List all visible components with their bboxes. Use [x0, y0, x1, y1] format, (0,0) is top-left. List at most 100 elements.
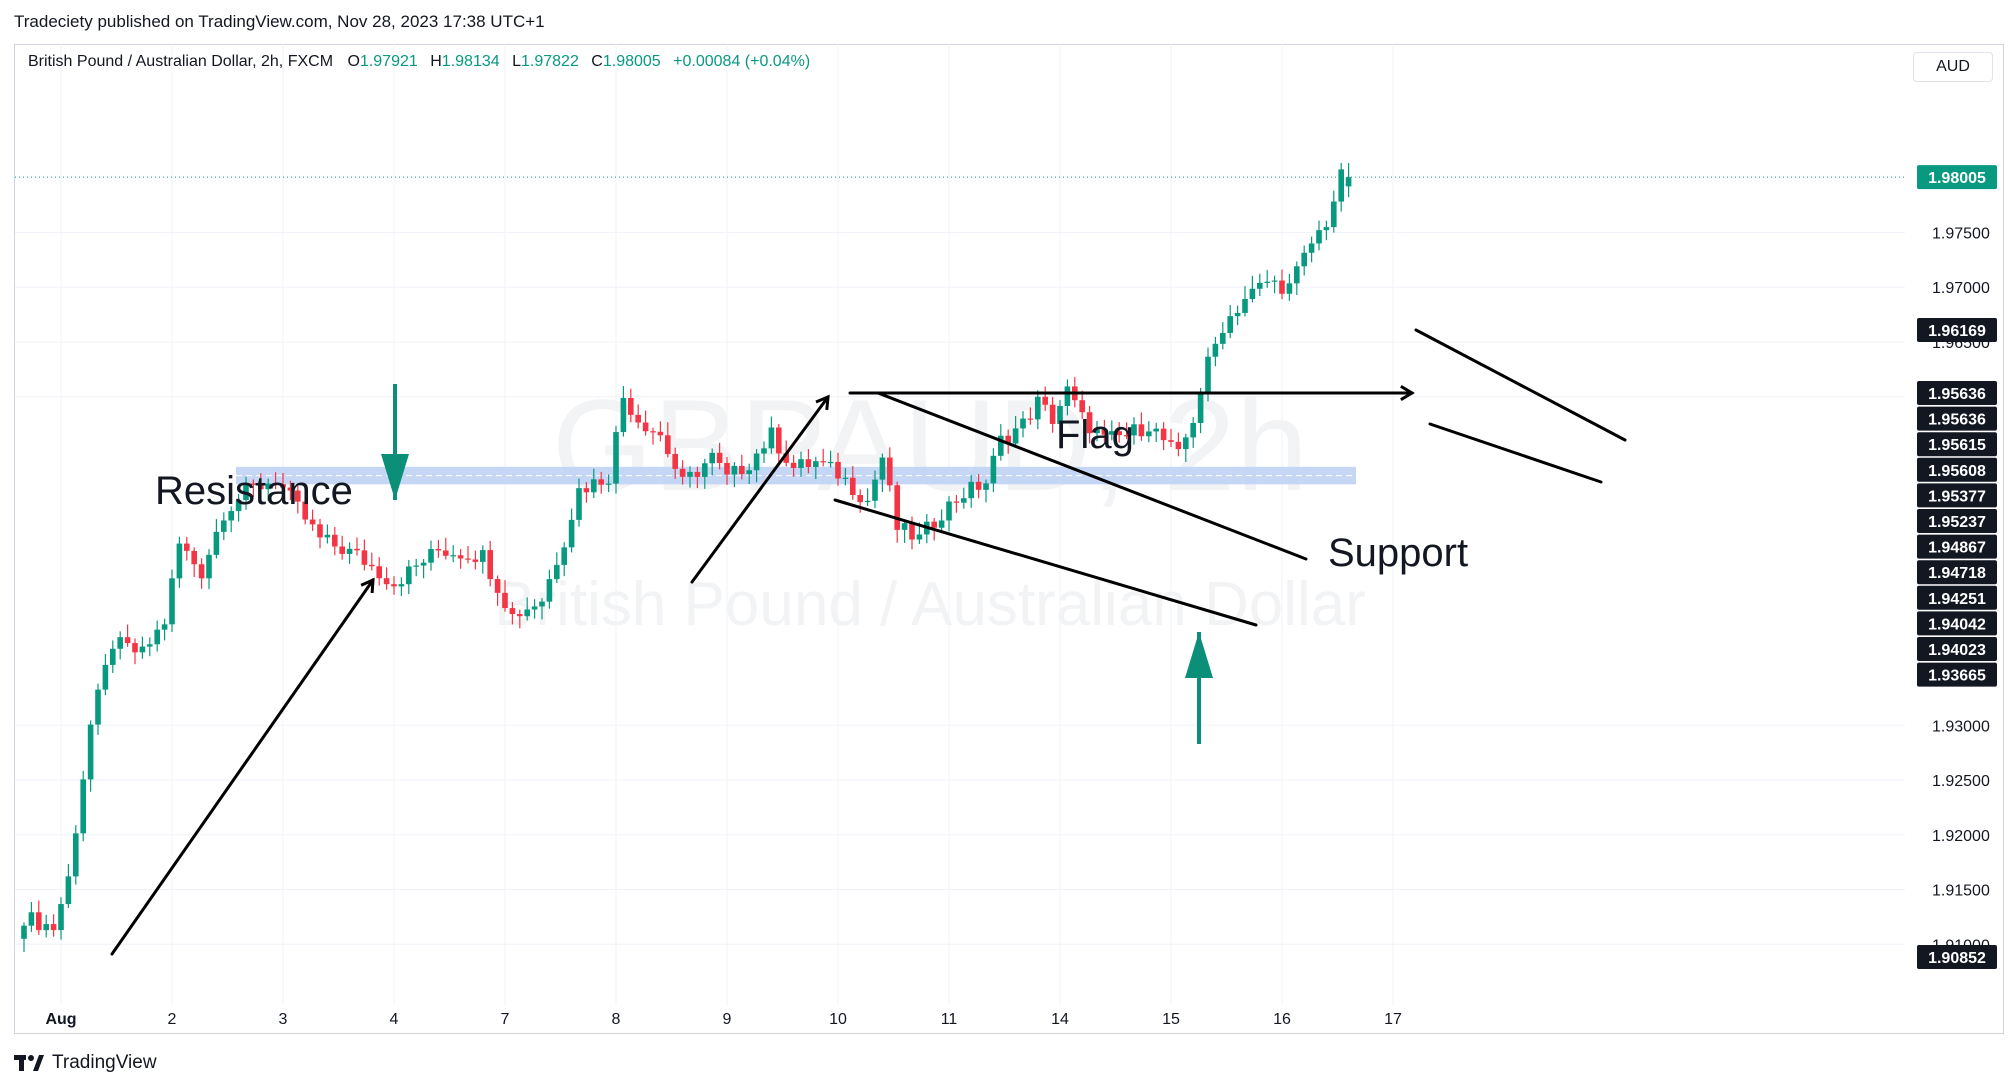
candle-body-132 — [998, 435, 1004, 456]
candle-body-111 — [842, 477, 849, 479]
candle-body-160 — [1205, 356, 1211, 395]
candle-body-57 — [443, 550, 449, 556]
candle-body-84 — [642, 422, 649, 432]
candle-body-69 — [531, 606, 538, 610]
tradingview-logo-icon — [14, 1054, 44, 1072]
candle-body-55 — [428, 548, 434, 563]
candle-body-33 — [265, 483, 271, 490]
candle-body-151 — [1138, 424, 1145, 437]
current-price-tag: 1.98005 — [1928, 170, 1986, 187]
candle-body-67 — [517, 614, 523, 617]
close-value: 1.98005 — [602, 53, 661, 70]
candle-body-152 — [1146, 431, 1152, 437]
y-tick-label-8: 1.97500 — [1932, 225, 1990, 242]
candle-body-131 — [990, 455, 997, 484]
low-value: 1.97822 — [521, 53, 579, 70]
candle-body-83 — [635, 414, 641, 423]
x-tick-label-2: 3 — [279, 1011, 288, 1028]
candle-body-94 — [716, 452, 723, 463]
candle-body-157 — [1183, 437, 1189, 450]
candle-body-138 — [1042, 396, 1048, 405]
resistance-down-arrow-head — [381, 454, 409, 500]
candle-body-113 — [857, 495, 863, 503]
candle-body-87 — [665, 435, 671, 454]
footer-brand: TradingView — [14, 1052, 157, 1074]
candle-body-134 — [1012, 428, 1019, 444]
candle-body-70 — [539, 601, 545, 607]
candle-body-65 — [502, 592, 508, 609]
symbol-name[interactable]: British Pound / Australian Dollar, 2h, F… — [28, 53, 334, 70]
price-tag-10-bg — [1917, 611, 1997, 636]
price-tag-7: 1.94867 — [1928, 540, 1986, 557]
candle-body-13 — [117, 637, 123, 649]
candle-body-21 — [176, 543, 183, 579]
candle-body-9 — [87, 724, 94, 780]
candle-body-90 — [687, 471, 693, 477]
candle-body-130 — [983, 483, 989, 490]
currency-button[interactable]: AUD — [1913, 52, 1993, 82]
x-tick-label-5: 8 — [612, 1011, 621, 1028]
close-label: C — [591, 53, 603, 70]
open-label: O — [347, 53, 360, 70]
candle-body-164 — [1234, 312, 1241, 317]
candle-body-108 — [820, 461, 826, 463]
price-tag-2: 1.95636 — [1928, 412, 1986, 429]
candle-body-53 — [413, 565, 419, 567]
watermark-symbol: GBPAUD, 2h — [552, 372, 1308, 518]
candle-body-119 — [901, 523, 908, 530]
candle-body-44 — [346, 548, 353, 554]
candle-body-176 — [1323, 227, 1330, 231]
candle-body-45 — [354, 548, 360, 551]
open-value: 1.97921 — [359, 53, 418, 70]
price-tag-13-bg — [1917, 945, 1997, 969]
candle-body-101 — [768, 427, 775, 449]
candle-body-145 — [1094, 429, 1100, 434]
candle-body-79 — [605, 483, 612, 485]
impulse-arrowhead-2 — [815, 394, 830, 411]
impulse-arrowhead-1 — [360, 577, 375, 594]
x-tick-label-3: 4 — [390, 1011, 399, 1028]
impulse-arrow-2 — [690, 395, 830, 584]
candle-body-92 — [702, 463, 708, 477]
candle-body-68 — [524, 609, 530, 617]
price-tag-1: 1.95636 — [1928, 386, 1986, 403]
candle-body-15 — [132, 643, 138, 653]
price-tag-3: 1.95615 — [1928, 437, 1986, 454]
candle-body-143 — [1079, 400, 1085, 413]
candle-body-75 — [576, 488, 582, 520]
high-label: H — [430, 53, 442, 70]
candle-body-137 — [1035, 396, 1041, 420]
tradingview-brand-text: TradingView — [52, 1052, 157, 1073]
candle-body-58 — [450, 555, 456, 557]
candle-body-59 — [457, 555, 464, 559]
x-tick-label-11: 16 — [1273, 1011, 1291, 1028]
candle-body-51 — [398, 584, 405, 587]
candle-body-31 — [250, 483, 257, 485]
price-tag-9: 1.94251 — [1928, 591, 1986, 608]
candle-body-133 — [1005, 435, 1011, 444]
candle-body-109 — [827, 461, 834, 464]
impulse-arrow-1 — [110, 578, 375, 956]
candle-body-56 — [435, 548, 442, 551]
candle-body-128 — [968, 481, 974, 499]
candle-body-115 — [872, 479, 878, 501]
candle-body-127 — [961, 498, 967, 503]
candle-body-10 — [95, 689, 101, 725]
watermark-name: British Pound / Australian Dollar — [494, 570, 1366, 639]
candle-body-91 — [694, 471, 701, 477]
candle-body-41 — [324, 534, 331, 538]
candle-body-172 — [1294, 266, 1300, 284]
candle-body-112 — [850, 477, 856, 496]
price-tag-5-bg — [1917, 483, 1997, 508]
candle-body-106 — [805, 459, 812, 468]
candle-body-136 — [1027, 418, 1034, 420]
y-tick-label-3: 1.92500 — [1932, 773, 1990, 790]
candle-body-16 — [139, 646, 146, 653]
candle-body-173 — [1301, 252, 1307, 267]
candle-body-141 — [1064, 386, 1071, 406]
flag-label: Flag — [1056, 413, 1134, 457]
candle-body-22 — [184, 543, 190, 551]
candle-body-2 — [36, 912, 42, 931]
candle-body-19 — [161, 624, 168, 630]
